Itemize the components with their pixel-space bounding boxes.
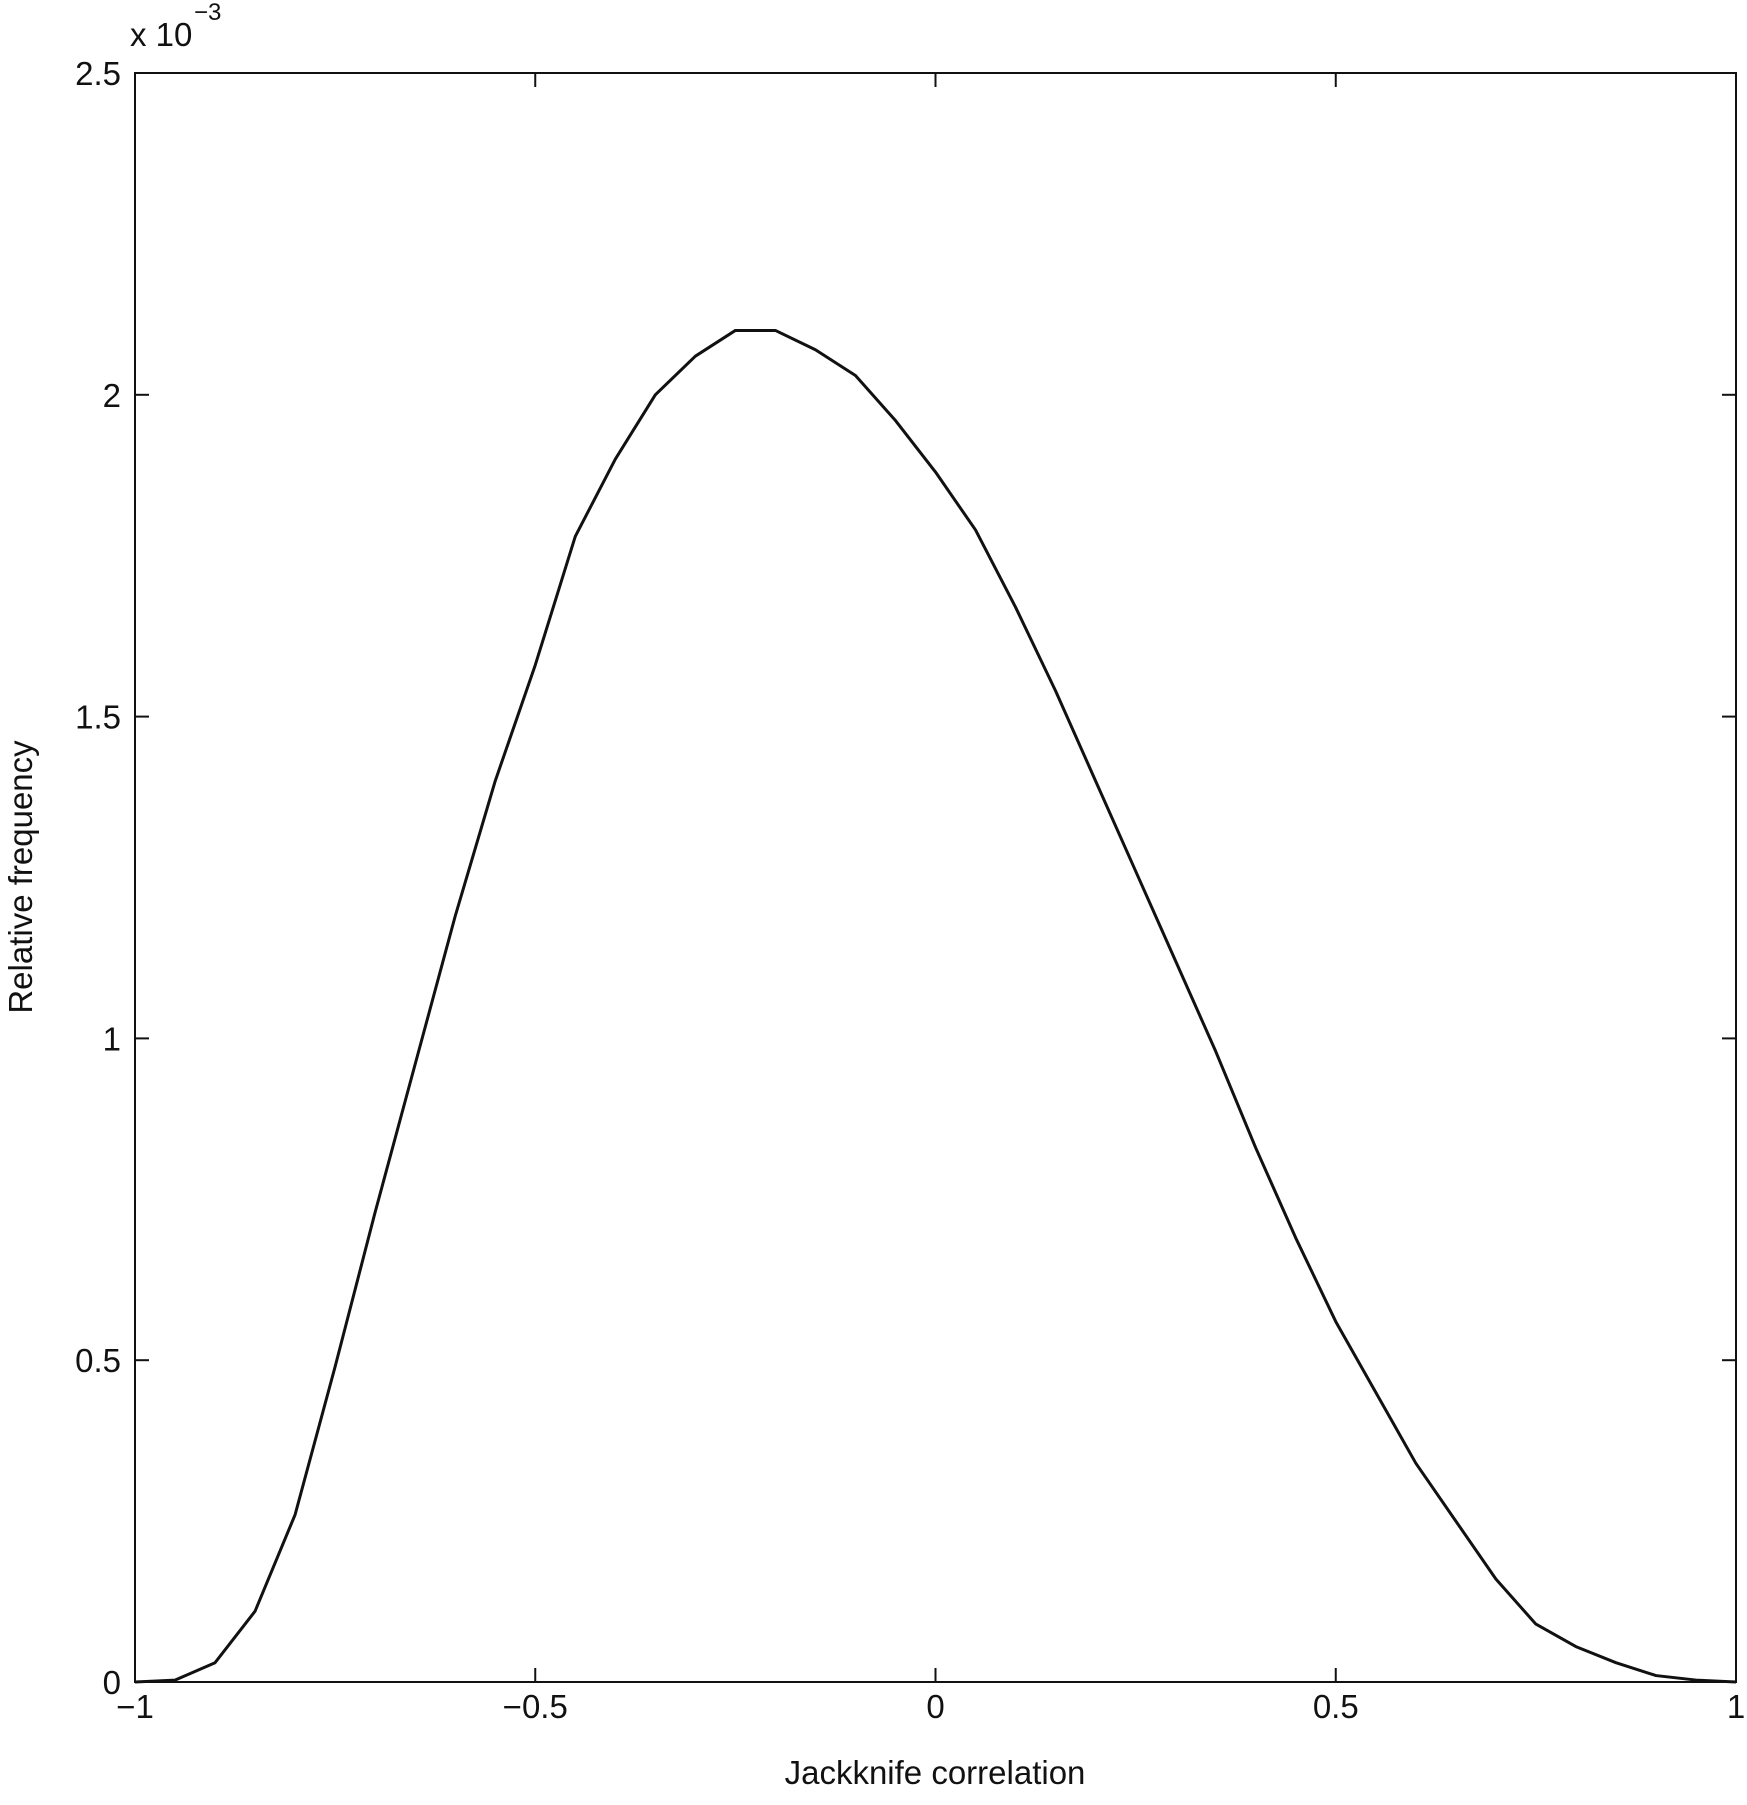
x-axis-label: Jackknife correlation [785,1754,1086,1791]
y-tick-label: 2.5 [75,55,121,92]
x-tick-label: 0 [926,1688,944,1725]
plot-frame [134,72,1737,1683]
data-line [134,328,1737,1684]
y-tick-label: 0 [103,1664,121,1701]
y-tick-label: 2 [103,377,121,414]
y-scale-exponent: −3 [194,0,221,26]
x-tick-label: 1 [1727,1688,1745,1725]
y-scale-base: x 10 [130,16,192,53]
x-tick-label: 0.5 [1313,1688,1359,1725]
y-tick-label: 0.5 [75,1342,121,1379]
x-tick-label: −0.5 [503,1688,568,1725]
x-tick-label: −1 [116,1688,154,1725]
y-tick-label: 1.5 [75,699,121,736]
y-tick-label: 1 [103,1020,121,1057]
y-axis-label: Relative frequency [2,740,39,1014]
